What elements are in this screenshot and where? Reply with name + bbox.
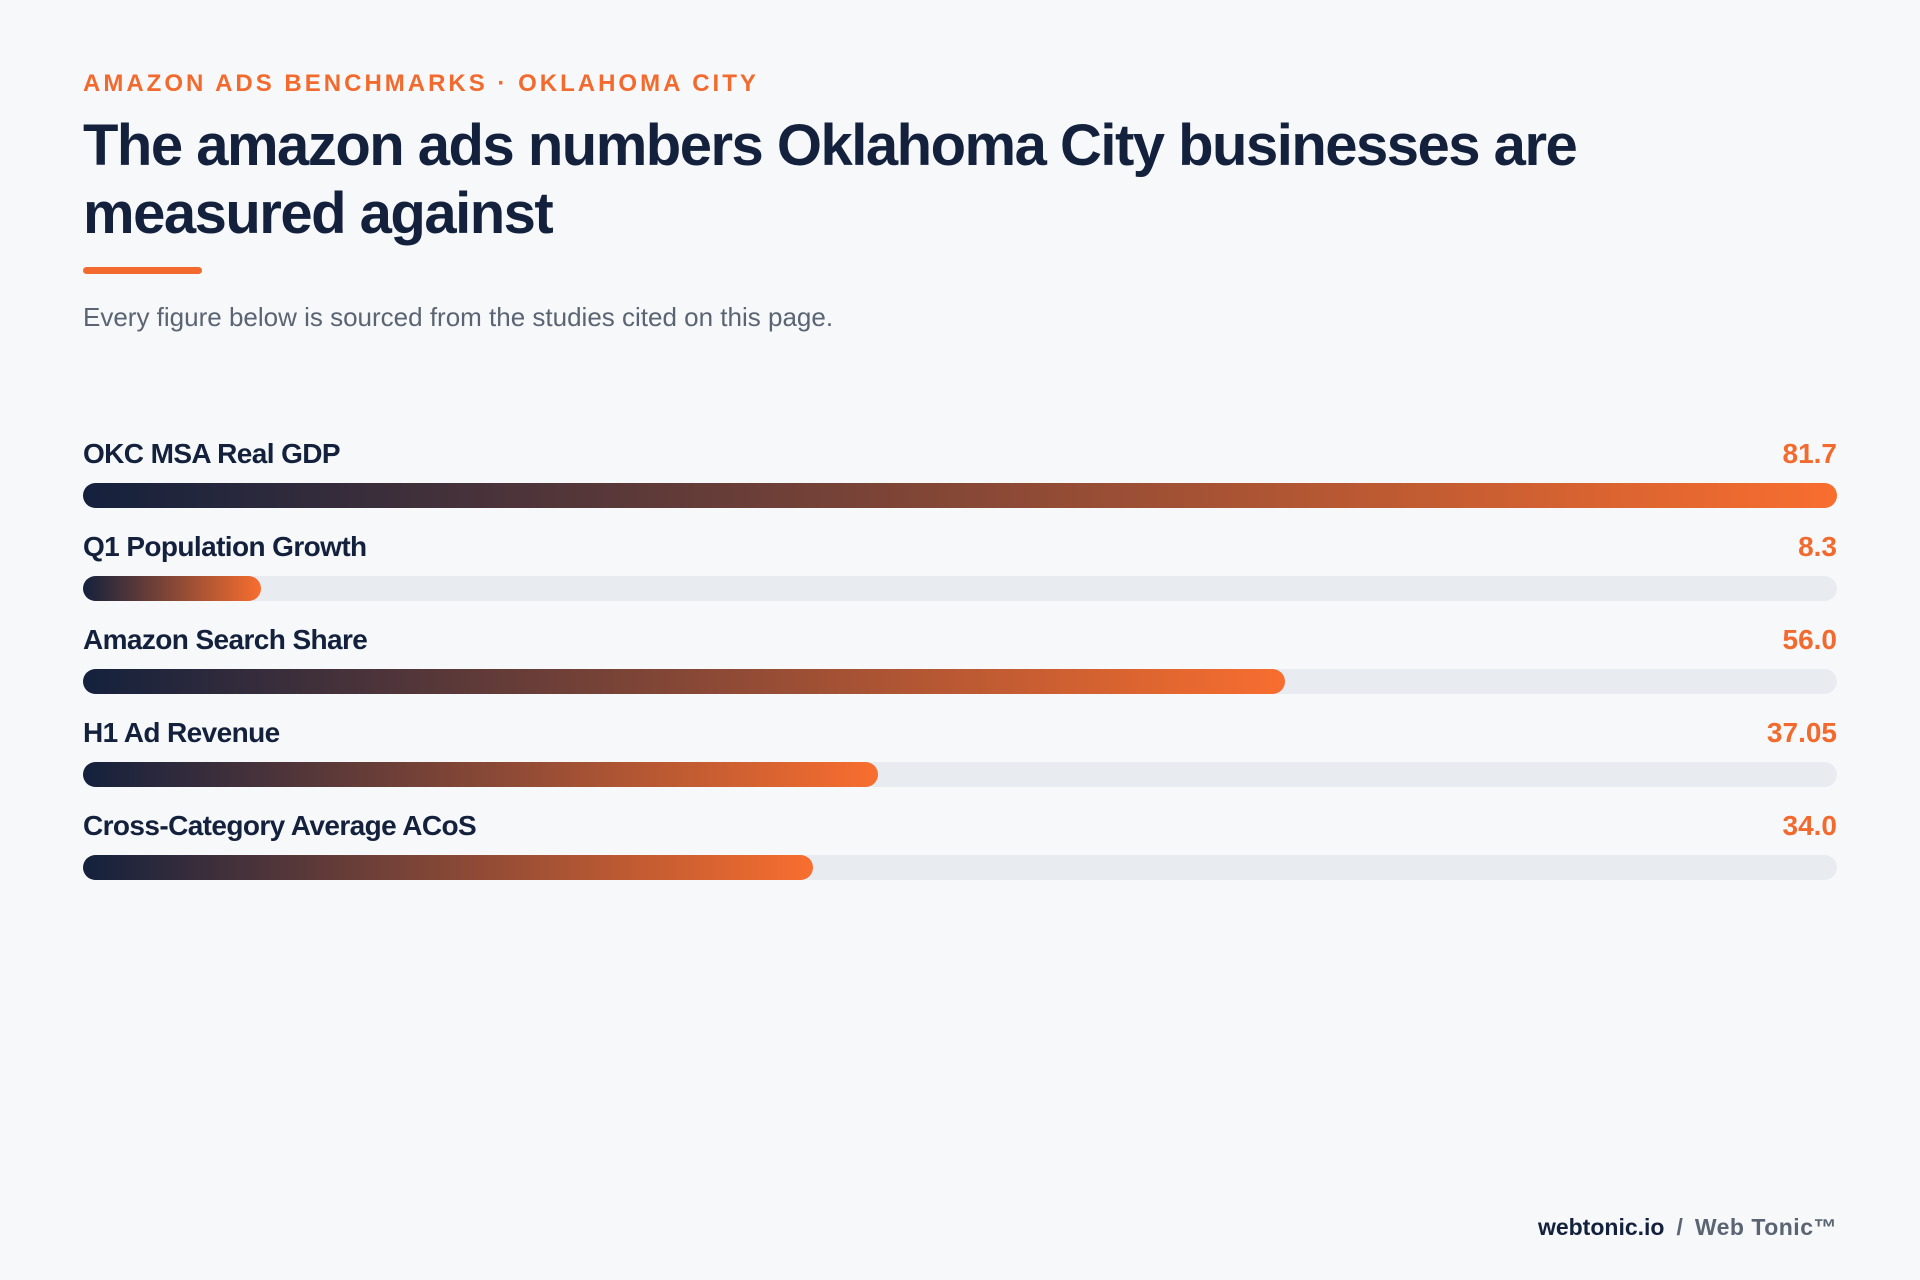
footer-brand: Web Tonic™ (1694, 1214, 1837, 1240)
bar-label: Amazon Search Share (83, 624, 368, 655)
bar-label: H1 Ad Revenue (83, 717, 280, 748)
infographic: AMAZON ADS BENCHMARKS · OKLAHOMA CITY Th… (83, 0, 1837, 1280)
bar-label: OKC MSA Real GDP (83, 438, 341, 469)
bar-row: H1 Ad Revenue 37.05 (83, 717, 1837, 810)
bar-track (83, 855, 1837, 880)
bar-value-label: 37.05 (1766, 717, 1837, 748)
bar-fill (83, 576, 262, 601)
page-subtitle: Every figure below is sourced from the s… (83, 302, 834, 332)
bar-value-label: 8.3 (1798, 531, 1837, 562)
bar-fill (83, 855, 813, 880)
footer-credit: webtonic.io / Web Tonic™ (1538, 1214, 1837, 1241)
benchmark-bar-chart: OKC MSA Real GDP 81.7 Q1 Population Growth… (83, 438, 1837, 903)
page-title: The amazon ads numbers Oklahoma City bus… (83, 113, 1578, 246)
bar-fill (83, 669, 1286, 694)
bar-track (83, 483, 1837, 508)
bar-track (83, 576, 1837, 601)
bar-label: Cross-Category Average ACoS (83, 810, 477, 841)
bar-row: OKC MSA Real GDP 81.7 (83, 438, 1837, 531)
bar-value-label: 34.0 (1782, 810, 1838, 841)
bar-value-label: 56.0 (1782, 624, 1838, 655)
eyebrow-label: AMAZON ADS BENCHMARKS · OKLAHOMA CITY (83, 70, 759, 97)
bar-track (83, 762, 1837, 787)
bar-track (83, 669, 1837, 694)
bar-label: Q1 Population Growth (83, 531, 367, 562)
bar-fill (83, 762, 879, 787)
bar-fill (83, 483, 1837, 508)
bar-row: Cross-Category Average ACoS 34.0 (83, 810, 1837, 903)
bar-value-label: 81.7 (1782, 438, 1838, 469)
footer-separator: / (1676, 1214, 1683, 1240)
bar-row: Q1 Population Growth 8.3 (83, 531, 1837, 624)
bar-row: Amazon Search Share 56.0 (83, 624, 1837, 717)
footer-domain: webtonic.io (1537, 1214, 1665, 1240)
title-accent-rule (83, 267, 202, 274)
